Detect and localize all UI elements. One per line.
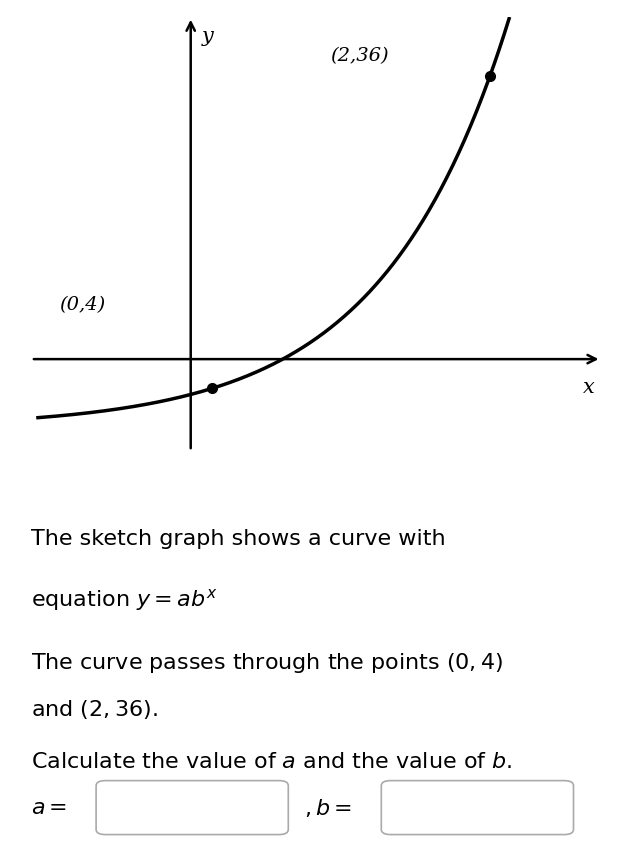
Text: (2,36): (2,36) bbox=[330, 47, 389, 65]
Text: y: y bbox=[202, 27, 214, 46]
Text: x: x bbox=[583, 379, 595, 397]
Text: Calculate the value of $a$ and the value of $b$.: Calculate the value of $a$ and the value… bbox=[31, 752, 512, 772]
Text: (0,4): (0,4) bbox=[59, 296, 105, 314]
Text: $, b =$: $, b =$ bbox=[304, 797, 352, 819]
FancyBboxPatch shape bbox=[381, 781, 574, 835]
Text: The curve passes through the points $(0, 4)$: The curve passes through the points $(0,… bbox=[31, 651, 503, 674]
FancyBboxPatch shape bbox=[96, 781, 288, 835]
Text: $a =$: $a =$ bbox=[31, 797, 67, 818]
Text: equation $y = ab^x$: equation $y = ab^x$ bbox=[31, 587, 218, 613]
Text: The sketch graph shows a curve with: The sketch graph shows a curve with bbox=[31, 529, 446, 550]
Text: and $(2, 36)$.: and $(2, 36)$. bbox=[31, 698, 158, 721]
